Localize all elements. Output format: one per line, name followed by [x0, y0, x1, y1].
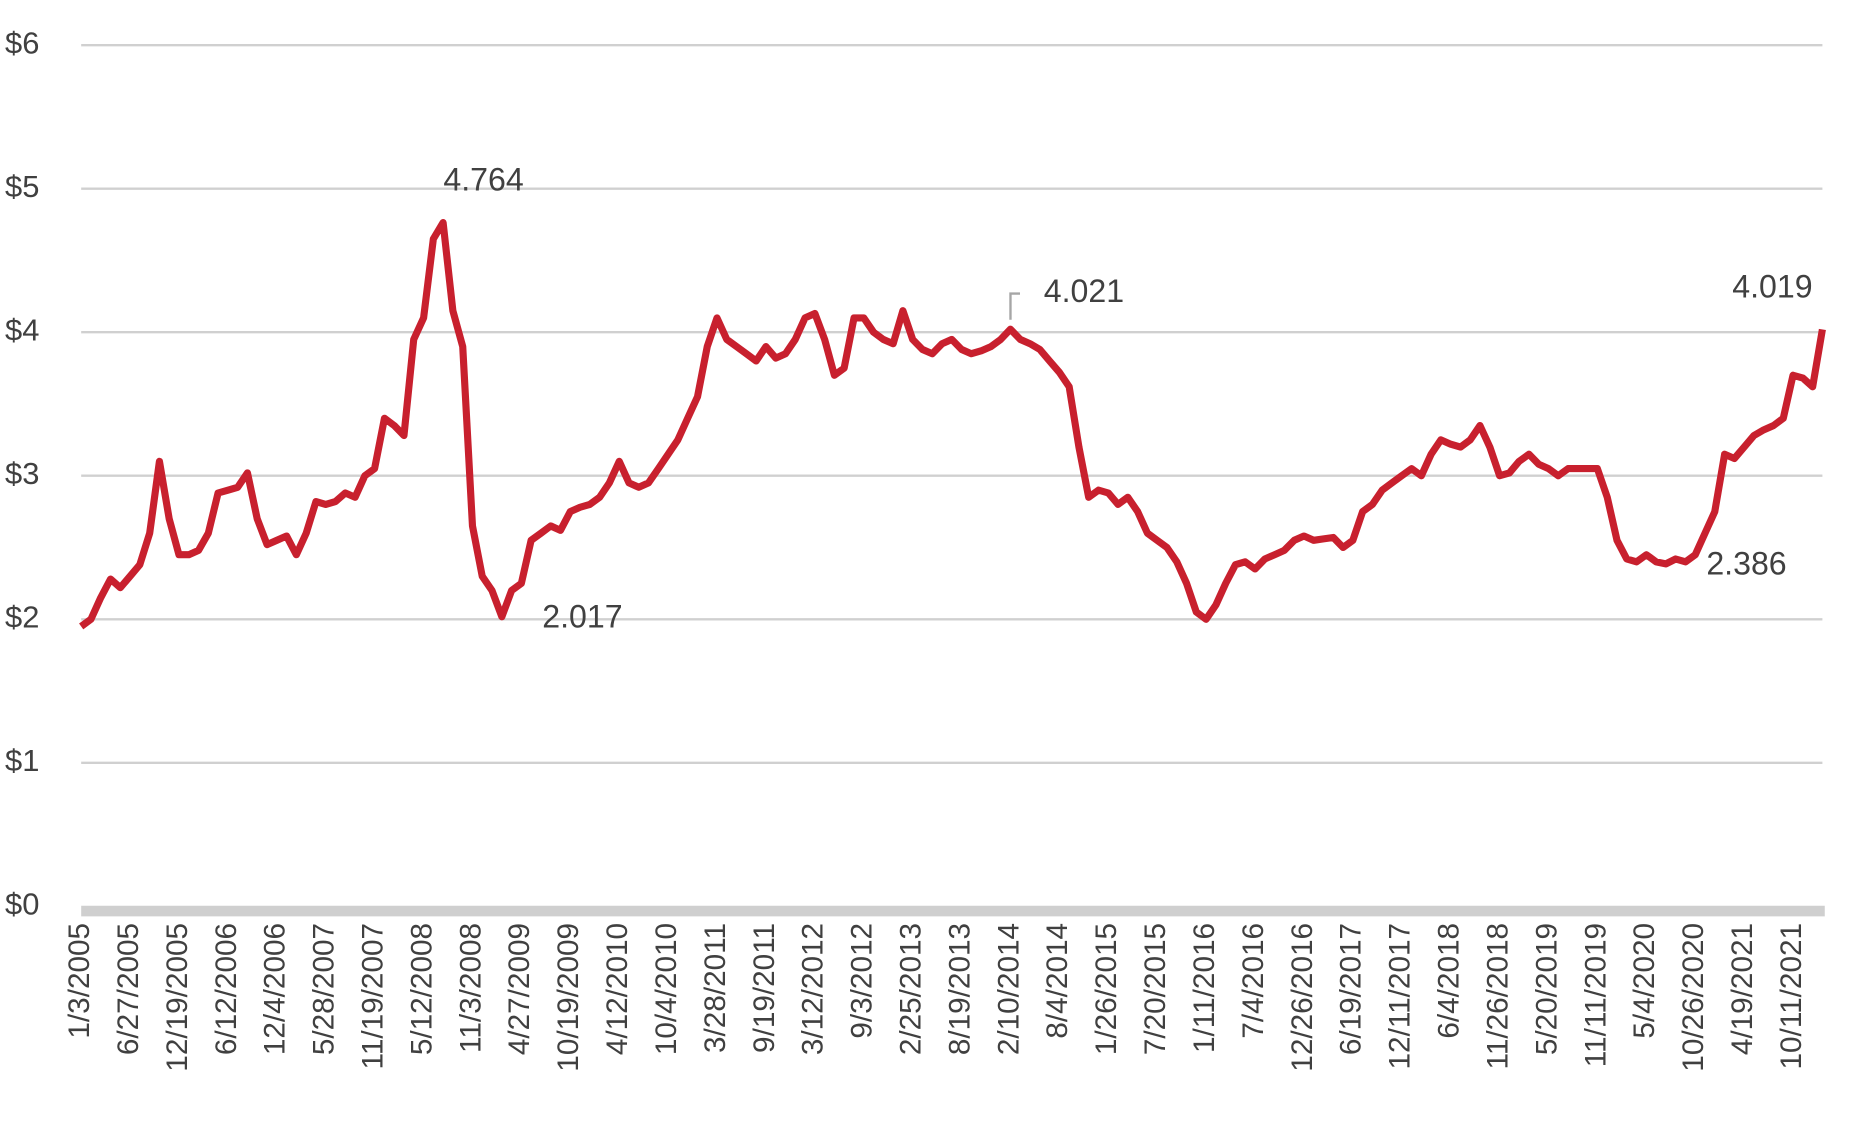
x-tick-label: 5/12/2008 [405, 923, 438, 1055]
x-tick-label: 1/26/2015 [1090, 923, 1123, 1055]
y-tick-label: $4 [5, 312, 39, 347]
data-label: 4.021 [1044, 273, 1124, 309]
x-tick-label: 5/28/2007 [308, 923, 341, 1055]
x-tick-label: 7/4/2016 [1237, 923, 1270, 1039]
x-tick-label: 1/3/2005 [63, 923, 96, 1039]
y-tick-label: $5 [5, 169, 39, 204]
x-tick-label: 11/19/2007 [356, 923, 389, 1070]
x-tick-label: 7/20/2015 [1139, 923, 1172, 1055]
data-label: 4.019 [1732, 269, 1812, 305]
x-tick-label: 6/12/2006 [210, 923, 243, 1055]
x-tick-label: 9/3/2012 [846, 923, 879, 1039]
x-tick-label: 8/19/2013 [943, 923, 976, 1055]
x-tick-label: 6/27/2005 [112, 923, 145, 1055]
x-tick-label: 4/19/2021 [1726, 923, 1759, 1055]
x-tick-label: 11/11/2019 [1579, 923, 1612, 1067]
x-tick-label: 5/20/2019 [1530, 923, 1563, 1055]
x-tick-label: 11/26/2018 [1481, 923, 1514, 1070]
x-tick-label: 10/4/2010 [650, 923, 683, 1055]
y-tick-label: $0 [5, 886, 39, 921]
x-tick-label: 1/11/2016 [1188, 923, 1221, 1053]
data-label: 4.764 [443, 162, 523, 198]
x-tick-label: 10/26/2020 [1677, 923, 1710, 1072]
x-tick-label: 2/10/2014 [992, 923, 1025, 1055]
series-line [79, 218, 1826, 630]
y-tick-label: $1 [5, 743, 39, 778]
x-tick-label: 11/3/2008 [454, 923, 487, 1053]
y-tick-label: $3 [5, 456, 39, 491]
x-tick-label: 3/28/2011 [699, 923, 732, 1053]
x-tick-label: 12/11/2017 [1384, 923, 1417, 1070]
x-tick-label: 3/12/2012 [797, 923, 830, 1055]
x-tick-label: 10/19/2009 [552, 923, 585, 1072]
x-tick-label: 6/4/2018 [1433, 923, 1466, 1039]
x-tick-label: 6/19/2017 [1335, 923, 1368, 1055]
x-tick-label: 12/26/2016 [1286, 923, 1319, 1072]
x-tick-label: 8/4/2014 [1041, 923, 1074, 1039]
x-tick-label: 4/27/2009 [503, 923, 536, 1055]
x-tick-label: 5/4/2020 [1628, 923, 1661, 1039]
data-label: 2.386 [1706, 546, 1786, 582]
leader-line [1009, 292, 1020, 320]
data-label: 2.017 [542, 599, 622, 635]
x-tick-label: 10/11/2021 [1775, 923, 1808, 1070]
x-tick-label: 4/12/2010 [601, 923, 634, 1055]
x-tick-label: 12/4/2006 [259, 923, 292, 1055]
x-tick-label: 9/19/2011 [748, 923, 781, 1053]
x-tick-label: 12/19/2005 [161, 923, 194, 1072]
y-tick-label: $2 [5, 599, 39, 634]
y-tick-label: $6 [5, 25, 39, 60]
x-tick-label: 2/25/2013 [895, 923, 928, 1055]
